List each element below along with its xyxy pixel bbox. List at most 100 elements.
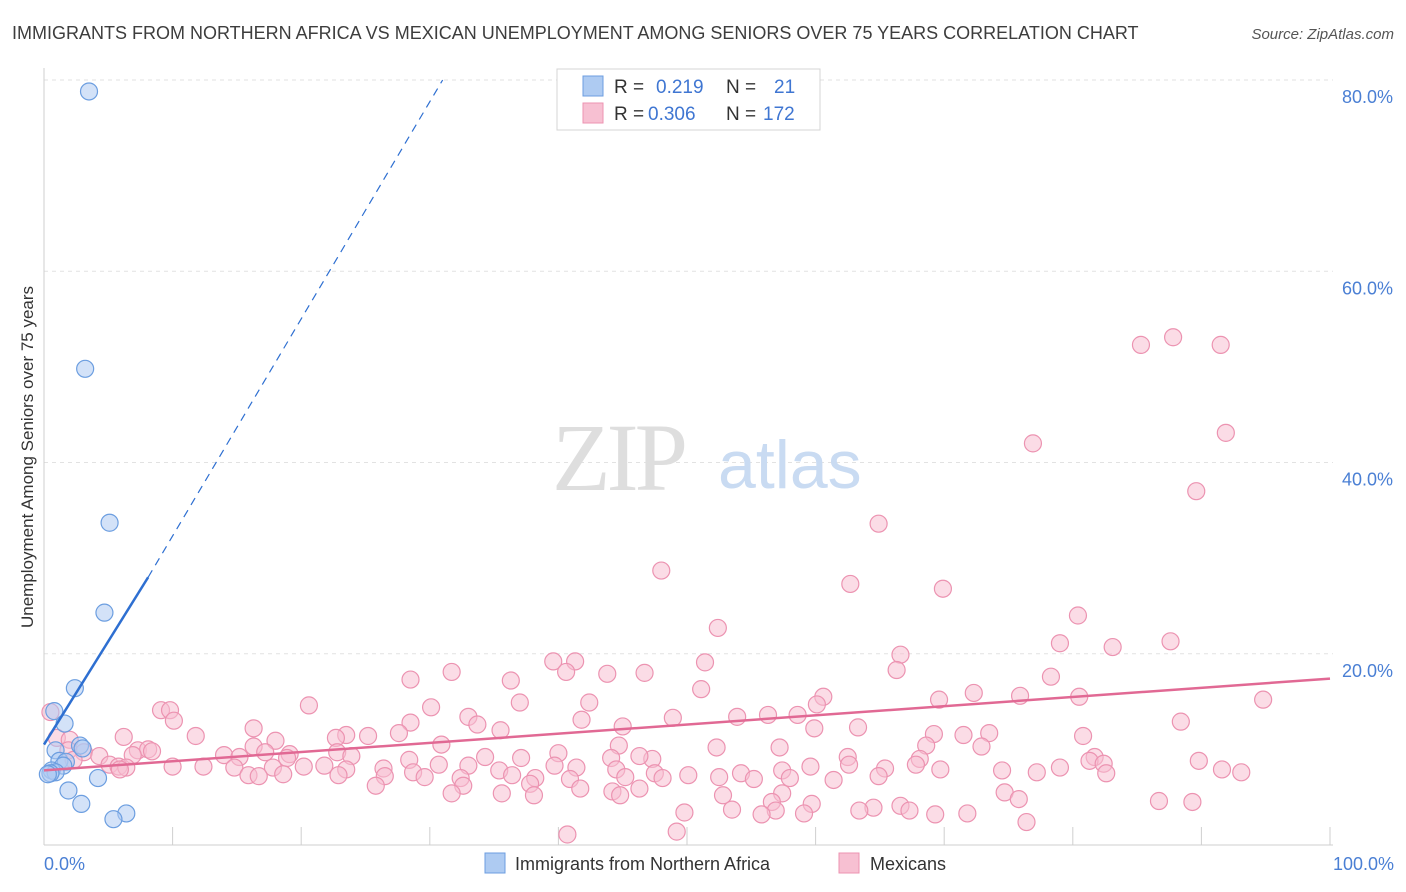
mexicans-point-64 [114, 727, 133, 747]
mexicans-point-49 [401, 713, 420, 732]
mexicans-point-44 [758, 705, 778, 725]
northern-africa-point-16 [38, 765, 57, 784]
bottom-legend-blue-swatch [484, 852, 506, 874]
mexicans-point-35 [510, 693, 529, 712]
y-tick-label-40: 40.0% [1342, 470, 1393, 490]
trend-lines [42, 79, 1331, 772]
legend-r-label-pink: R = [614, 104, 644, 125]
mexicans-point-37 [421, 698, 441, 717]
mexicans-point-127 [801, 757, 820, 776]
watermark-zip: ZIP [552, 404, 685, 511]
y-tick-label-20: 20.0% [1342, 661, 1393, 681]
mexicans-point-131 [992, 761, 1012, 780]
mexicans-point-156 [366, 776, 385, 795]
x-tick-label-min: 0.0% [44, 854, 85, 874]
mexicans-point-9 [933, 579, 953, 598]
mexicans-point-80 [142, 742, 162, 761]
mexicans-point-141 [329, 766, 348, 785]
mexicans-point-150 [679, 766, 698, 785]
legend-n-value-blue: 21 [774, 77, 795, 98]
mexicans-point-66 [266, 731, 285, 750]
mexicans-point-73 [770, 738, 789, 757]
mexicans-point-164 [492, 784, 511, 803]
mexicans-point-26 [1041, 667, 1061, 686]
mexicans-point-20 [442, 662, 461, 682]
legend-r-label-blue: R = [614, 77, 644, 98]
mexicans-point-169 [1009, 789, 1028, 809]
mexicans-point-56 [805, 719, 824, 738]
mexicans-point-178 [794, 804, 814, 823]
mexicans-point-183 [752, 805, 771, 824]
northern-africa-point-6 [55, 714, 74, 733]
mexicans-point-55 [848, 718, 868, 737]
mexicans-point-161 [630, 779, 649, 798]
mexicans-point-135 [1212, 760, 1232, 779]
mexicans-point-75 [972, 737, 991, 756]
northern-africa-point-18 [59, 781, 78, 800]
mexicans-point-61 [389, 724, 409, 743]
mexicans-point-140 [274, 765, 293, 784]
mexicans-point-45 [663, 708, 682, 727]
mexicans-point-4 [1216, 423, 1235, 442]
y-axis-title: Unemployment Among Seniors over 75 years [18, 286, 37, 628]
mexicans-point-166 [611, 786, 630, 805]
legend-blue-swatch [582, 75, 604, 97]
mexicans-point-170 [1149, 791, 1169, 811]
mexicans-point-97 [630, 746, 649, 766]
mexicans-point-151 [710, 768, 729, 787]
y-tick-label-60: 60.0% [1342, 278, 1393, 298]
mexicans-point-180 [850, 801, 869, 820]
mexicans-point-18 [695, 653, 715, 672]
mexicans-point-47 [572, 710, 591, 729]
mexicans-point-2 [1211, 335, 1230, 354]
mexicans-point-163 [442, 784, 461, 803]
mexicans-point-118 [429, 755, 448, 774]
mexicans-point-102 [906, 755, 926, 774]
mexicans-point-121 [545, 756, 564, 775]
northern-africa-point-5 [45, 702, 64, 721]
mexicans-point-16 [544, 652, 563, 671]
mexicans-point-145 [503, 766, 522, 785]
mexicans-point-50 [468, 715, 487, 734]
mexicans-point-77 [256, 743, 275, 762]
mexicans-point-59 [980, 724, 999, 743]
northern-africa-point-21 [104, 810, 123, 829]
northern-africa-point-2 [100, 513, 119, 532]
mexicans-point-181 [958, 804, 977, 823]
mexicans-point-38 [299, 696, 319, 715]
mexicans-point-24 [401, 670, 420, 689]
mexicans-point-132 [1027, 763, 1046, 782]
mexicans-point-42 [728, 707, 747, 726]
mexicans-point-182 [675, 803, 694, 822]
mexicans-point-187 [667, 822, 686, 841]
mexicans-point-32 [1254, 690, 1273, 709]
mexicans-point-54 [1171, 712, 1190, 731]
mexicans-point-52 [244, 719, 263, 738]
mexicans-point-167 [713, 786, 733, 805]
mexicans-point-51 [613, 717, 632, 736]
northern-africa-point-17 [88, 768, 108, 788]
mexicans-point-70 [432, 735, 451, 754]
mexicans-point-34 [580, 693, 599, 712]
mexicans-point-165 [524, 786, 544, 805]
northern-africa-trend-extension [147, 79, 444, 578]
mexicans-point-153 [780, 768, 799, 788]
gridlines [44, 79, 1333, 655]
mexicans-point-14 [1103, 637, 1122, 657]
mexicans-point-5 [1187, 482, 1206, 501]
mexicans-point-148 [616, 768, 635, 787]
northern-africa-point-9 [73, 739, 92, 758]
mexicans-point-21 [557, 662, 576, 682]
mexicans-point-113 [294, 757, 313, 776]
mexicans-point-25 [501, 671, 520, 690]
mexicans-point-159 [571, 779, 590, 798]
mexicans-point-104 [1189, 751, 1208, 770]
mexicans-point-111 [225, 758, 244, 777]
mexicans-point-72 [707, 738, 726, 757]
mexicans-point-3 [1023, 434, 1043, 453]
mexicans-point-12 [1050, 634, 1070, 653]
mexicans-point-94 [475, 747, 495, 767]
mexicans-point-155 [869, 767, 888, 786]
mexicans-point-60 [1073, 726, 1093, 746]
